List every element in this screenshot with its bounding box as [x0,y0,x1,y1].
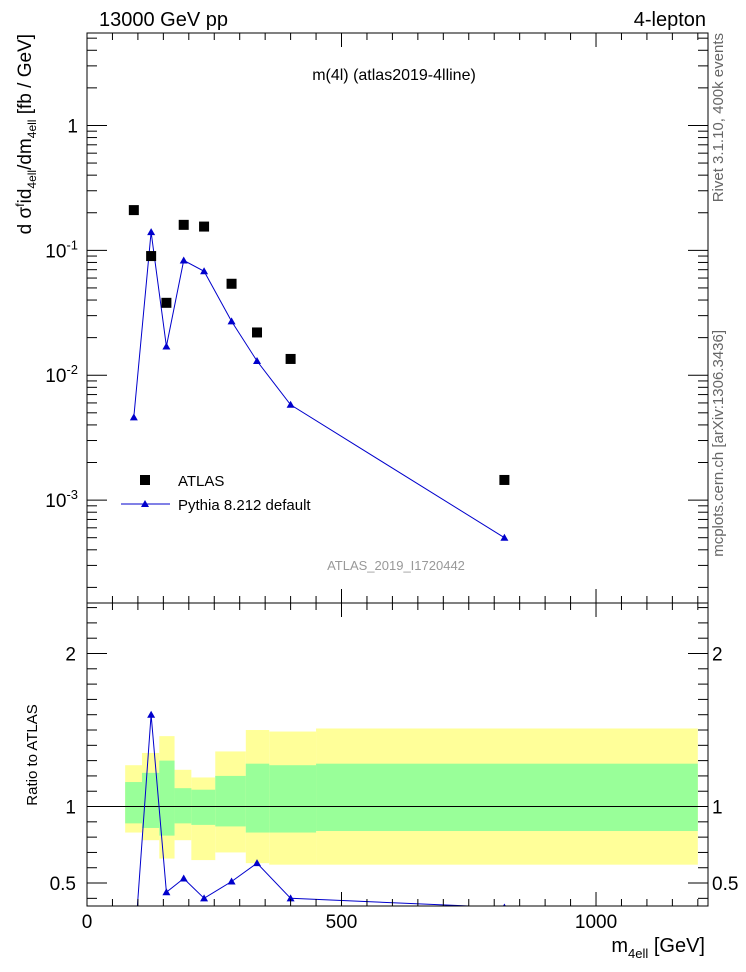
pythia-point [179,256,188,264]
top-y-tick-label: 10-2 [45,362,78,387]
x-tick-label: 0 [82,912,93,933]
x-tick-label: 500 [326,912,358,933]
ratio-y-tick-label-right: 1 [712,798,723,819]
ratio-point [162,888,171,896]
ratio-plot-frame [86,602,709,907]
main-plot-title: m(4l) (atlas2019-4lline) [312,67,476,84]
ratio-y-tick-label-left: 2 [65,645,76,666]
pythia-point [500,533,509,541]
ratio-plot-panel: 0.5 0.5 1 1 2 2 0 500 1000 Ratio to ATLAS m4ell… [24,602,738,961]
atlas-point [146,251,157,262]
atlas-point [178,219,189,230]
legend-label-pythia: Pythia 8.212 default [178,497,311,514]
top-y-tick-label: 10-1 [45,237,78,262]
pythia-point [147,228,156,236]
pythia-point [129,413,138,421]
pythia-point [200,267,209,275]
uncertainty-band-inner [191,789,216,825]
x-tick-label: 1000 [575,912,617,933]
atlas-point [161,297,172,308]
ratio-y-tick-label-right: 0.5 [712,874,738,895]
x-axis-label: m4ell [GeV] [611,935,705,961]
uncertainty-band-inner [159,760,175,836]
ratio-y-tick-label-left: 0.5 [50,874,76,895]
uncertainty-band-inner [245,763,270,833]
atlas-point [499,474,510,485]
atlas-point [285,353,296,364]
pythia-point [162,342,171,350]
main-y-axis-label: d σfid4ell/dm4ell [fb / GeV] [13,34,39,234]
pythia-point [253,356,262,364]
legend-marker-atlas [140,475,150,485]
uncertainty-band-inner [215,775,246,827]
pythia-point [227,317,236,325]
ratio-point [253,859,262,867]
uncertainty-band-inner [174,788,192,824]
ratio-y-tick-label-left: 1 [65,798,76,819]
atlas-point [252,327,263,338]
legend-label-atlas: ATLAS [178,473,224,490]
main-plot-panel: 10-3 10-2 10-1 1 m(4l) (atlas2019-4lline) A… [13,32,709,604]
ratio-point [286,894,295,902]
ratio-point [147,710,156,718]
side-text-top: Rivet 3.1.10, 400k events [710,33,727,202]
ratio-y-tick-label-right: 2 [712,645,723,666]
atlas-point [128,205,139,216]
top-y-tick-label: 1 [67,116,78,137]
ratio-y-axis-label: Ratio to ATLAS [24,704,41,805]
ratio-point [179,874,188,882]
uncertainty-band-inner [316,763,698,832]
ratio-point [227,877,236,885]
atlas-point [199,221,210,232]
ratio-point [130,952,138,959]
side-text-bottom: mcplots.cern.ch [arXiv:1306.3436] [710,330,727,557]
header-left-label: 13000 GeV pp [99,9,228,31]
uncertainty-band-inner [125,782,142,824]
pythia-line [133,232,505,539]
ratio-point [502,903,506,906]
main-plot-frame [86,32,709,604]
top-y-tick-label: 10-3 [45,487,78,512]
legend: ATLAS Pythia 8.212 default [121,473,311,514]
watermark-label: ATLAS_2019_I1720442 [327,558,465,573]
pythia-point [286,400,295,408]
header-right-label: 4-lepton [634,9,706,31]
atlas-point [226,278,237,289]
legend-marker-pythia [141,500,149,507]
ratio-point [200,894,209,902]
uncertainty-band-inner [269,765,317,833]
